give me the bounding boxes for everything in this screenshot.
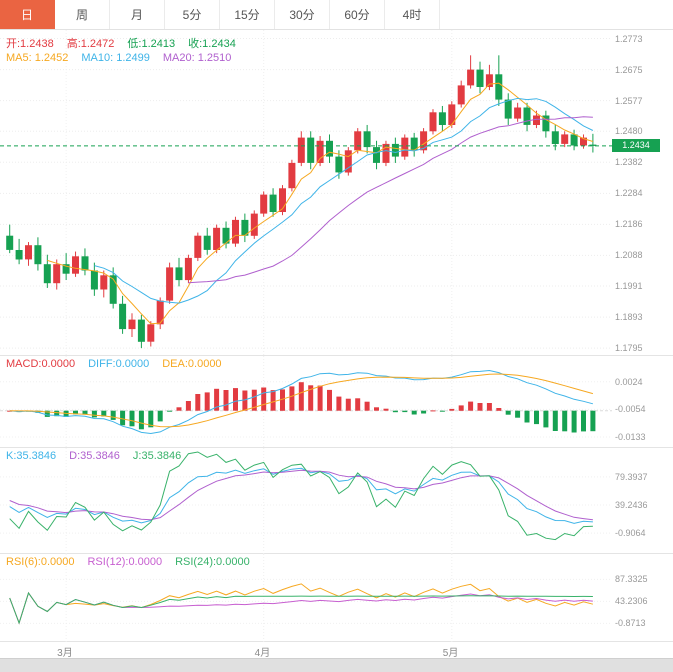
ohlc-close: 收:1.2434 (188, 38, 236, 50)
rsi12-line (9, 591, 593, 625)
kdj-axis-label: -0.9064 (615, 528, 646, 539)
kdj-legend: K:35.3846 D:35.3846 J:35.3846 (6, 450, 194, 462)
j-value: J:35.3846 (132, 450, 182, 462)
k-line (9, 467, 593, 524)
kdj-chart[interactable] (0, 448, 673, 554)
macd-legend: MACD:0.0000 DIFF:0.0000 DEA:0.0000 (6, 358, 235, 370)
macd-value: MACD:0.0000 (6, 358, 76, 370)
period-tab-month[interactable]: 月 (110, 0, 165, 29)
rsi12-value: RSI(12):0.0000 (87, 556, 163, 568)
period-tab-5min[interactable]: 5分 (165, 0, 220, 29)
price-axis-label: 1.1893 (615, 312, 643, 323)
x-axis-label: 3月 (57, 648, 73, 659)
x-axis-label: 4月 (254, 648, 271, 659)
rsi-axis-label: -0.8713 (615, 618, 646, 629)
ohlc-open: 开:1.2438 (6, 38, 54, 50)
ma10-line (94, 97, 594, 304)
rsi-axis-label: 43.2306 (615, 596, 648, 607)
price-axis-label: 1.2284 (615, 188, 643, 199)
kdj-axis-label: 39.2436 (615, 500, 648, 511)
dea-value: DEA:0.0000 (162, 358, 222, 370)
macd-chart[interactable] (0, 356, 673, 448)
period-tab-week[interactable]: 周 (55, 0, 110, 29)
dea-line (9, 373, 594, 428)
period-toolbar: 日周月 5分 15分 30分 60分 4时 (0, 0, 673, 30)
ma5-line (47, 82, 594, 325)
rsi24-line (9, 591, 593, 625)
period-tab-4hour[interactable]: 4时 (385, 0, 440, 29)
ma20-line (188, 116, 593, 284)
ohlc-low: 低:1.2413 (127, 38, 176, 50)
x-axis-label: 5月 (442, 648, 459, 659)
ma20-value: MA20: 1.2510 (162, 52, 232, 64)
diff-value: DIFF:0.0000 (88, 358, 150, 370)
macd-histogram (7, 382, 596, 433)
k-value: K:35.3846 (6, 450, 57, 462)
price-axis-label: 1.1991 (615, 281, 643, 292)
candles-layer (6, 55, 597, 349)
rsi6-value: RSI(6):0.0000 (6, 556, 75, 568)
price-axis-label: 1.2773 (615, 33, 643, 44)
x-axis: 3月 4月 5月 (0, 642, 673, 659)
rsi-axis-label: 87.3325 (615, 574, 648, 585)
price-axis-label: 1.1795 (615, 343, 643, 354)
rsi24-value: RSI(24):0.0000 (175, 556, 250, 568)
ma5-value: MA5: 1.2452 (6, 52, 69, 64)
d-line (9, 469, 593, 521)
period-tab-day[interactable]: 日 (0, 0, 55, 29)
period-tab-15min[interactable]: 15分 (220, 0, 275, 29)
rsi-legend: RSI(6):0.0000 RSI(12):0.0000 RSI(24):0.000… (6, 556, 263, 568)
price-axis-label: 1.2088 (615, 250, 643, 261)
kdj-panel[interactable]: K:35.3846 D:35.3846 J:35.3846 79.3937 39.24… (0, 448, 673, 554)
macd-axis-label: 0.0024 (615, 376, 643, 387)
price-axis-label: 1.2186 (615, 219, 643, 230)
kdj-axis-label: 79.3937 (615, 471, 648, 482)
ma-legend: MA5: 1.2452 MA10: 1.2499 MA20: 1.2510 (6, 52, 244, 64)
main-chart-panel[interactable]: 开:1.2438 高:1.2472 低:1.2413 收:1.2434 MA5: 1.… (0, 30, 673, 356)
price-axis-label: 1.2577 (615, 95, 643, 106)
rsi6-line (9, 583, 594, 625)
macd-axis-label: -0.0133 (615, 431, 646, 442)
macd-panel[interactable]: MACD:0.0000 DIFF:0.0000 DEA:0.0000 0.0024 -… (0, 356, 673, 448)
price-axis-label: 1.2675 (615, 64, 643, 75)
period-tab-30min[interactable]: 30分 (275, 0, 330, 29)
ohlc-legend: 开:1.2438 高:1.2472 低:1.2413 收:1.2434 (6, 35, 249, 51)
price-axis-label: 1.2382 (615, 157, 643, 168)
candlestick-chart[interactable] (0, 30, 673, 356)
rsi-panel[interactable]: RSI(6):0.0000 RSI(12):0.0000 RSI(24):0.000… (0, 554, 673, 642)
d-value: D:35.3846 (69, 450, 120, 462)
chart-scrollbar[interactable] (0, 658, 673, 672)
j-line (9, 451, 593, 541)
rsi-chart[interactable] (0, 554, 673, 642)
ohlc-high: 高:1.2472 (66, 38, 115, 50)
diff-line (9, 369, 594, 435)
ma10-value: MA10: 1.2499 (81, 52, 150, 64)
price-axis-label: 1.2480 (615, 126, 643, 137)
period-tab-60min[interactable]: 60分 (330, 0, 385, 29)
last-price-badge: 1.2434 (612, 138, 660, 152)
macd-axis-label: -0.0054 (615, 404, 646, 415)
